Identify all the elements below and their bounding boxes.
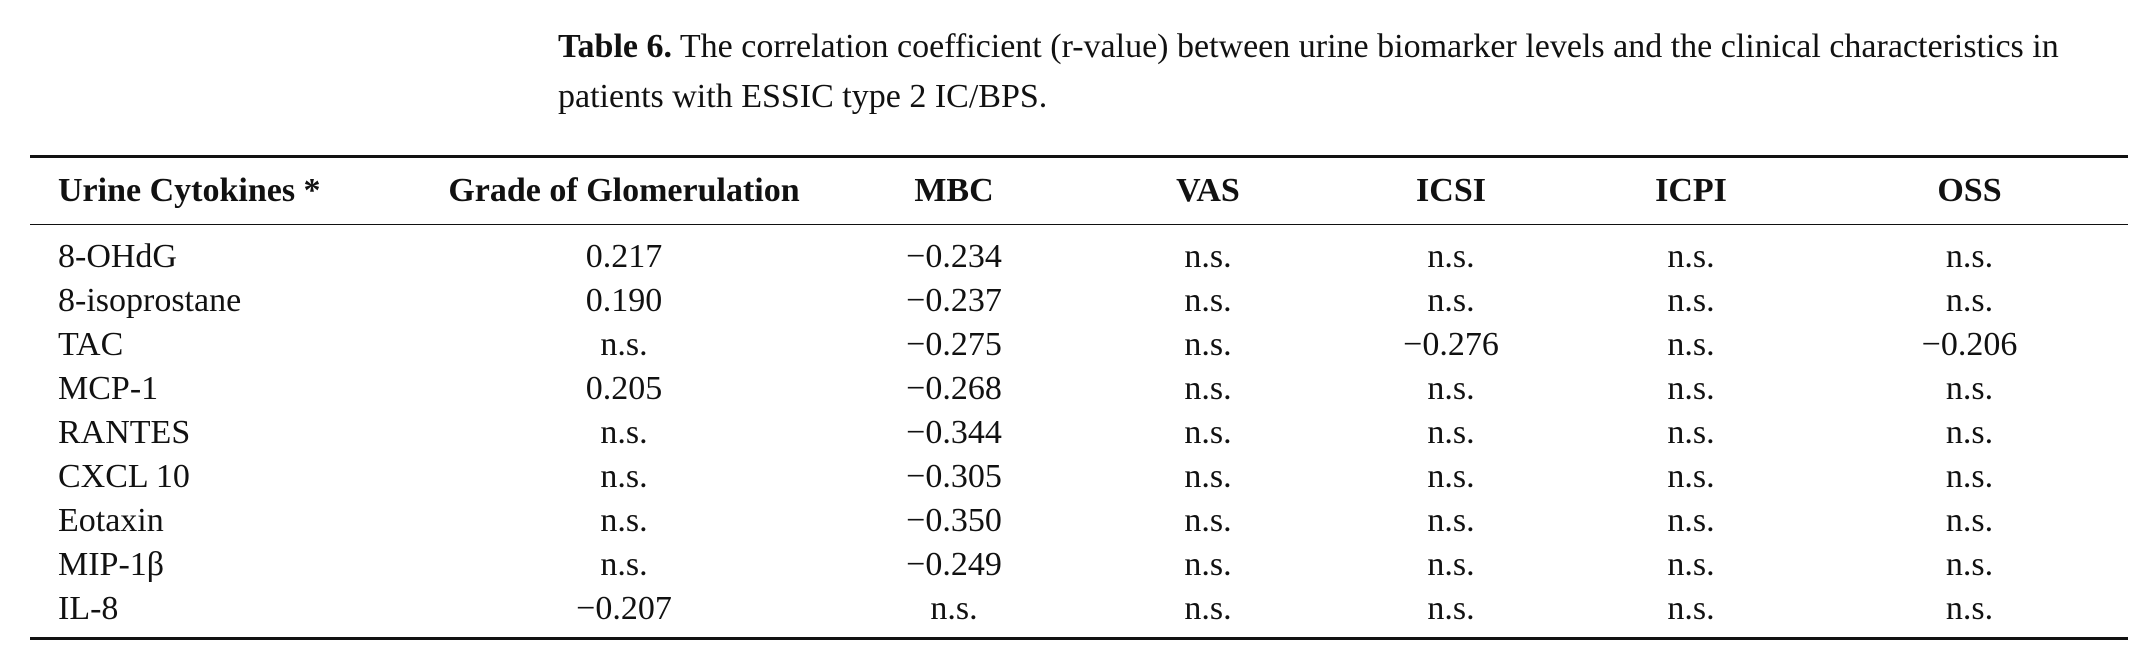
table-row: IL-8 −0.207 n.s. n.s. n.s. n.s. n.s. — [30, 587, 2128, 639]
table-row: MIP-1β n.s. −0.249 n.s. n.s. n.s. n.s. — [30, 543, 2128, 587]
cell-icsi: n.s. — [1427, 282, 1475, 319]
cell-vas: n.s. — [1184, 546, 1232, 583]
cell-oss: n.s. — [1945, 282, 1994, 319]
cell-vas: n.s. — [1184, 326, 1232, 363]
cell-cytokine: CXCL 10 — [58, 458, 190, 495]
cell-mbc: −0.234 — [906, 238, 1002, 275]
cell-cytokine: MIP-1β — [58, 546, 165, 583]
table-container: Urine Cytokines * Grade of Glomerulation… — [30, 155, 2128, 640]
table-row: MCP-1 0.205 −0.268 n.s. n.s. n.s. n.s. — [30, 367, 2128, 411]
cell-glomerulation: 0.190 — [585, 282, 663, 319]
table-row: Eotaxin n.s. −0.350 n.s. n.s. n.s. n.s. — [30, 499, 2128, 543]
cell-glomerulation: n.s. — [600, 458, 648, 495]
table-caption: Table 6. The correlation coefficient (r-… — [558, 22, 2136, 122]
cell-glomerulation: n.s. — [600, 502, 648, 539]
table-row: 8-OHdG 0.217 −0.234 n.s. n.s. n.s. n.s. — [30, 225, 2128, 280]
cell-icpi: n.s. — [1667, 458, 1715, 495]
header-vas: VAS — [1176, 172, 1240, 209]
header-grade-of-glomerulation: Grade of Glomerulation — [448, 172, 800, 209]
cell-icpi: n.s. — [1667, 326, 1715, 363]
cell-cytokine: TAC — [58, 326, 124, 363]
cell-icpi: n.s. — [1667, 546, 1715, 583]
cell-mbc: −0.268 — [906, 370, 1002, 407]
cell-oss: n.s. — [1945, 502, 1994, 539]
cell-vas: n.s. — [1184, 238, 1232, 275]
cell-oss: n.s. — [1945, 546, 1994, 583]
header-oss: OSS — [1937, 172, 2002, 209]
cell-icsi: n.s. — [1427, 590, 1475, 627]
caption-text: The correlation coefficient (r-value) be… — [558, 28, 2059, 115]
cell-icsi: n.s. — [1427, 370, 1475, 407]
cell-cytokine: MCP-1 — [58, 370, 159, 407]
header-mbc: MBC — [914, 172, 994, 209]
cell-glomerulation: n.s. — [600, 326, 648, 363]
cell-cytokine: IL-8 — [58, 590, 119, 627]
cell-cytokine: 8-isoprostane — [58, 282, 242, 319]
cell-oss: n.s. — [1945, 458, 1994, 495]
header-icpi: ICPI — [1655, 172, 1727, 209]
cell-icpi: n.s. — [1667, 370, 1715, 407]
cell-icsi: n.s. — [1427, 458, 1475, 495]
cell-icsi: n.s. — [1427, 414, 1475, 451]
cell-glomerulation: n.s. — [600, 546, 648, 583]
cell-icsi: n.s. — [1427, 546, 1475, 583]
cell-icsi: −0.276 — [1403, 326, 1499, 363]
cell-icpi: n.s. — [1667, 238, 1715, 275]
cell-vas: n.s. — [1184, 590, 1232, 627]
cell-icpi: n.s. — [1667, 590, 1715, 627]
cell-cytokine: 8-OHdG — [58, 238, 177, 275]
table-row: CXCL 10 n.s. −0.305 n.s. n.s. n.s. n.s. — [30, 455, 2128, 499]
table-header-row: Urine Cytokines * Grade of Glomerulation… — [30, 156, 2128, 225]
cell-oss: n.s. — [1945, 414, 1994, 451]
correlation-table: Urine Cytokines * Grade of Glomerulation… — [30, 155, 2128, 640]
cell-mbc: n.s. — [930, 590, 978, 627]
cell-cytokine: RANTES — [58, 414, 191, 451]
header-urine-cytokines: Urine Cytokines * — [58, 172, 321, 209]
cell-mbc: −0.305 — [906, 458, 1002, 495]
cell-oss: n.s. — [1945, 590, 1994, 627]
cell-vas: n.s. — [1184, 370, 1232, 407]
cell-glomerulation: 0.205 — [585, 370, 663, 407]
cell-glomerulation: −0.207 — [576, 590, 672, 627]
cell-icsi: n.s. — [1427, 502, 1475, 539]
cell-icpi: n.s. — [1667, 502, 1715, 539]
cell-vas: n.s. — [1184, 282, 1232, 319]
cell-mbc: −0.249 — [906, 546, 1002, 583]
cell-mbc: −0.237 — [906, 282, 1002, 319]
cell-vas: n.s. — [1184, 502, 1232, 539]
cell-vas: n.s. — [1184, 458, 1232, 495]
table-body: 8-OHdG 0.217 −0.234 n.s. n.s. n.s. n.s. 8-isopr… — [30, 225, 2128, 639]
cell-mbc: −0.275 — [906, 326, 1002, 363]
cell-icsi: n.s. — [1427, 238, 1475, 275]
table-row: TAC n.s. −0.275 n.s. −0.276 n.s. −0.206 — [30, 323, 2128, 367]
table-row: RANTES n.s. −0.344 n.s. n.s. n.s. n.s. — [30, 411, 2128, 455]
cell-oss: −0.206 — [1921, 326, 2018, 363]
header-icsi: ICSI — [1416, 172, 1486, 209]
cell-icpi: n.s. — [1667, 414, 1715, 451]
cell-mbc: −0.350 — [906, 502, 1002, 539]
cell-glomerulation: 0.217 — [585, 238, 663, 275]
table-row: 8-isoprostane 0.190 −0.237 n.s. n.s. n.s. n.s. — [30, 279, 2128, 323]
cell-glomerulation: n.s. — [600, 414, 648, 451]
cell-oss: n.s. — [1945, 370, 1994, 407]
cell-oss: n.s. — [1945, 238, 1994, 275]
cell-icpi: n.s. — [1667, 282, 1715, 319]
cell-mbc: −0.344 — [906, 414, 1002, 451]
caption-label: Table 6. — [558, 28, 673, 65]
cell-cytokine: Eotaxin — [58, 502, 164, 539]
cell-vas: n.s. — [1184, 414, 1232, 451]
